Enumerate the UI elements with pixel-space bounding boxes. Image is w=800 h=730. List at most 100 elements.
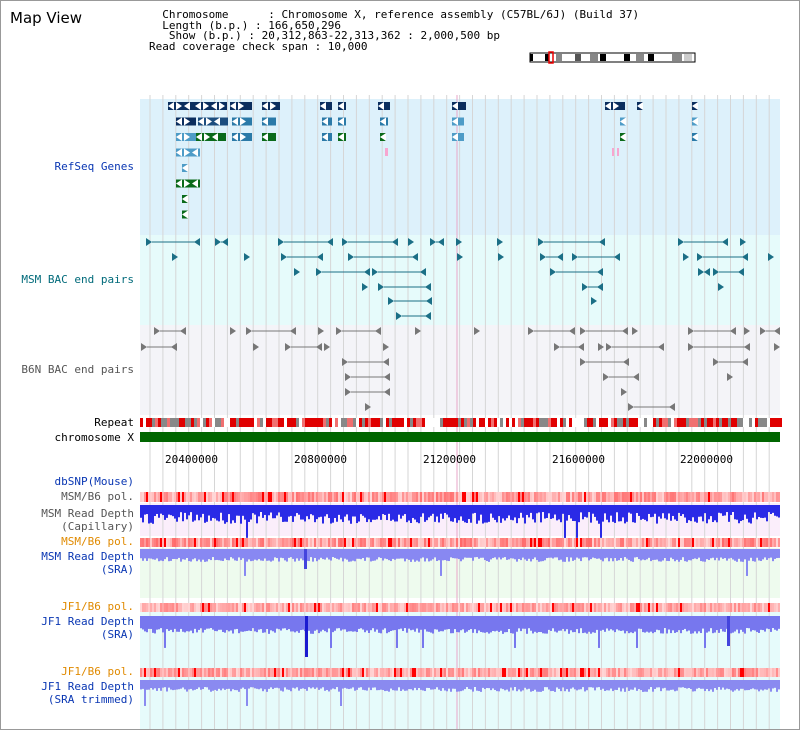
msm-sra-depth-bar [536, 549, 538, 561]
repeat-segment [380, 418, 383, 427]
jf1-sra-depth-bar [742, 616, 744, 632]
msm-capillary-depth-bar [172, 505, 174, 517]
msm-sra-depth-bar [538, 549, 540, 562]
msm-capillary-depth-bar [190, 505, 192, 513]
pol-heat-cell [572, 603, 574, 612]
jf1-trimmed-depth-bar [336, 680, 338, 688]
jf1-sra-depth-bar [600, 616, 602, 631]
jf1-trimmed-depth-bar [272, 680, 274, 690]
jf1-sra-depth-bar [740, 616, 742, 630]
msm-capillary-depth-bar [302, 505, 304, 520]
b6n-end [774, 327, 780, 335]
pol-heat-cell [448, 492, 450, 502]
ideogram-band [566, 54, 574, 61]
jf1-trimmed-depth-bar [746, 680, 748, 691]
pol-heat-cell [776, 492, 778, 502]
repeat-segment [209, 418, 212, 427]
pol-heat-cell [152, 538, 154, 547]
pol-heat-cell [658, 668, 660, 677]
ideogram-band [672, 54, 682, 61]
pol-heat-cell [744, 538, 746, 547]
b6n-end [345, 388, 351, 396]
jf1-sra-depth-bar [408, 616, 410, 629]
pol-heat-cell [398, 492, 400, 502]
jf1-sra-depth-bar [268, 616, 270, 634]
pol-heat-cell [330, 603, 332, 612]
pol-heat-cell [340, 492, 342, 502]
msm-capillary-depth-bar [274, 505, 276, 519]
jf1-trimmed-depth-bar [408, 680, 410, 690]
jf1-sra-depth-bar [146, 616, 148, 633]
jf1-sra-depth-bar [152, 616, 154, 633]
repeat-segment [485, 418, 488, 427]
pol-heat-cell [500, 668, 502, 677]
msm-sra-depth-bar [416, 549, 418, 561]
jf1-trimmed-depth-bar [294, 680, 296, 689]
pol-heat-cell [242, 603, 244, 612]
pol-heat-cell [154, 492, 156, 502]
jf1-sra-depth-bar [312, 616, 314, 634]
pol-heat-cell [338, 668, 340, 677]
msm-sra-depth-bar [748, 549, 750, 561]
jf1-sra-depth-bar [478, 616, 480, 631]
msm-sra-depth-bar [298, 549, 300, 561]
bac-end [317, 253, 323, 261]
msm-sra-depth-bar [626, 549, 628, 559]
jf1-sra-depth-bar [488, 616, 490, 634]
pol-heat-cell [550, 603, 552, 612]
msm-capillary-depth-bar [234, 505, 236, 523]
pol-heat-cell [544, 668, 546, 677]
msm-bac-label[interactable]: MSM BAC end pairs [21, 273, 134, 286]
repeat-segment [725, 418, 728, 427]
pol-heat-cell [270, 603, 272, 612]
b6n-bac-label[interactable]: B6N BAC end pairs [21, 363, 134, 376]
pol-heat-cell [660, 603, 662, 612]
repeat-segment [260, 418, 263, 427]
pol-heat-cell [424, 492, 426, 502]
jf1-sra-depth-bar [642, 616, 644, 633]
pol-heat-cell [380, 668, 382, 677]
msm-capillary-depth-bar [664, 505, 666, 519]
msm-capillary-depth-bar [522, 505, 524, 518]
msm-sra-depth-bar [262, 549, 264, 561]
ideogram-band [536, 54, 542, 61]
msm-capillary-depth-bar [744, 505, 746, 515]
pol-heat-cell [246, 603, 248, 612]
pol-heat-cell [438, 538, 440, 547]
pol-heat-cell [730, 668, 732, 677]
jf1-sra-depth-bar [246, 616, 248, 632]
msm-capillary-depth-bar [724, 505, 726, 516]
pol-heat-cell [610, 492, 612, 502]
pol-heat-cell [694, 492, 696, 502]
gene-arrow [238, 102, 244, 110]
pol-heat-cell [714, 538, 716, 547]
pol-heat-cell [194, 603, 196, 612]
pol-heat-cell [464, 492, 466, 502]
repeat-segment [551, 418, 554, 427]
b6n-end [324, 343, 330, 351]
jf1-sra-depth-bar [320, 616, 322, 632]
jf1-trimmed-depth-bar [628, 680, 630, 691]
pol-heat-cell [710, 538, 712, 547]
jf1-trimmed-depth-bar [572, 680, 574, 688]
msm-sra-depth-bar [556, 549, 558, 558]
gene-mark [617, 148, 619, 156]
pol-heat-cell [440, 538, 442, 547]
jf1-trimmed-depth-bar [536, 680, 538, 692]
msm-sra-depth-bar [140, 549, 142, 559]
msm-sra-depth-bar [684, 549, 686, 562]
pol-heat-cell [640, 603, 642, 612]
pol-heat-cell [560, 603, 562, 612]
dbsnp-label[interactable]: dbSNP(Mouse) [54, 475, 134, 488]
pol-heat-cell [318, 603, 320, 612]
pol-heat-cell [182, 603, 184, 612]
pol-heat-cell [186, 492, 188, 502]
msm-sra-depth-bar [532, 549, 534, 560]
msm-capillary-depth-bar [516, 505, 518, 524]
repeat-segment [431, 418, 434, 427]
jf1-sra-depth-bar [354, 616, 356, 632]
pol-heat-cell [598, 603, 600, 612]
refseq-genes-label[interactable]: RefSeq Genes [54, 160, 134, 173]
pol-heat-cell [224, 538, 226, 547]
